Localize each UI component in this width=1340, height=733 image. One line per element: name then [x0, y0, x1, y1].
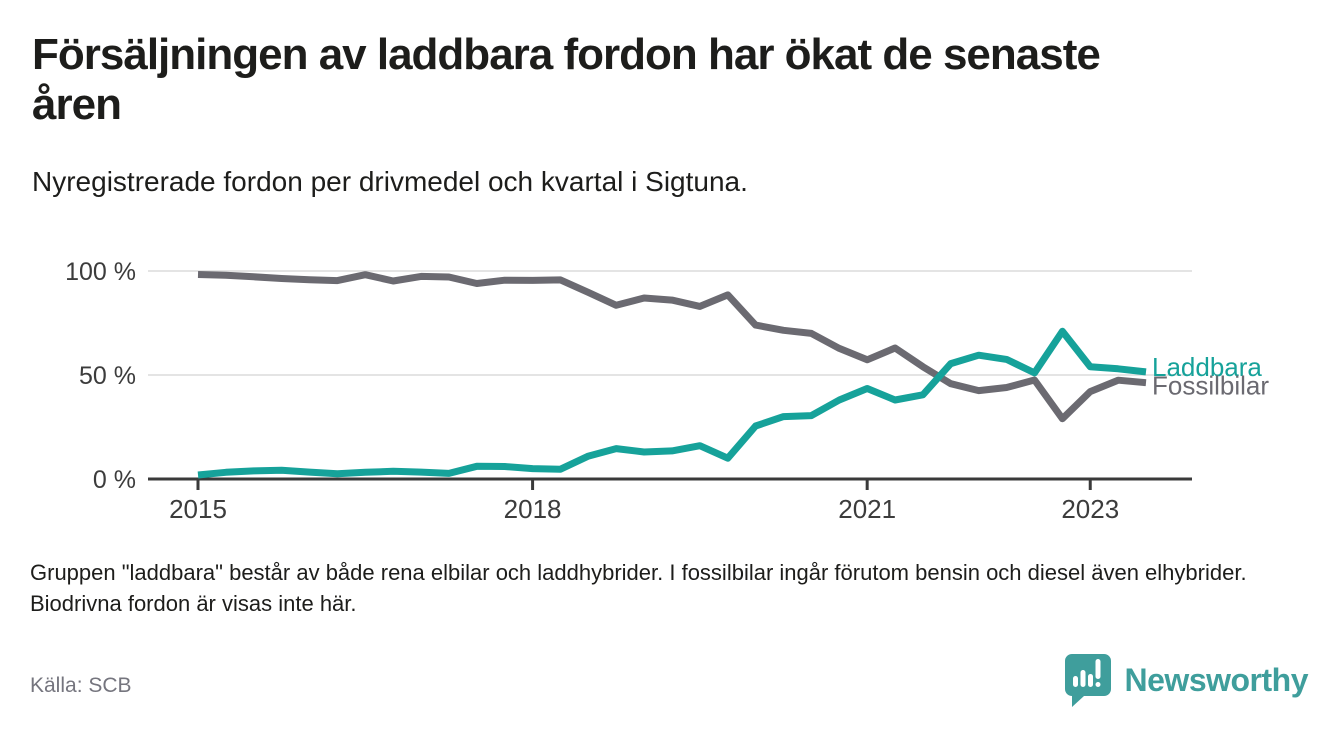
x-tick-label: 2023 — [1061, 494, 1119, 524]
line-chart-canvas: 0 % 50 % 100 % 2015 2018 2021 2023 LaddbaraFoss… — [65, 258, 1269, 524]
x-tick-label: 2021 — [838, 494, 896, 524]
y-tick-label: 100 % — [65, 258, 136, 286]
newsworthy-wordmark: Newsworthy — [1124, 661, 1309, 698]
newsworthy-logo: Newsworthy — [1063, 652, 1309, 708]
chart-subtitle: Nyregistrerade fordon per drivmedel och … — [32, 166, 748, 197]
x-tick-label: 2015 — [169, 494, 227, 524]
series-label-fossilbilar: Fossilbilar — [1152, 371, 1269, 401]
series-line-laddbara — [197, 327, 1147, 479]
y-tick-label: 50 % — [79, 362, 136, 390]
chart-footnote: Gruppen "laddbara" består av både rena e… — [30, 560, 1247, 616]
y-tick-label: 0 % — [93, 466, 136, 494]
newsworthy-logo-icon — [1064, 654, 1111, 707]
series-label-laddbara: Laddbara — [1152, 352, 1262, 382]
series-line-fossilbilar — [197, 271, 1147, 423]
source-label: Källa: SCB — [30, 674, 132, 697]
page-title: Försäljningen av laddbara fordon har öka… — [32, 30, 1101, 130]
line-chart: 0 % 50 % 100 % 2015 2018 2021 2023 Laddbara Foss… — [0, 240, 1340, 530]
x-tick-label: 2018 — [504, 494, 562, 524]
